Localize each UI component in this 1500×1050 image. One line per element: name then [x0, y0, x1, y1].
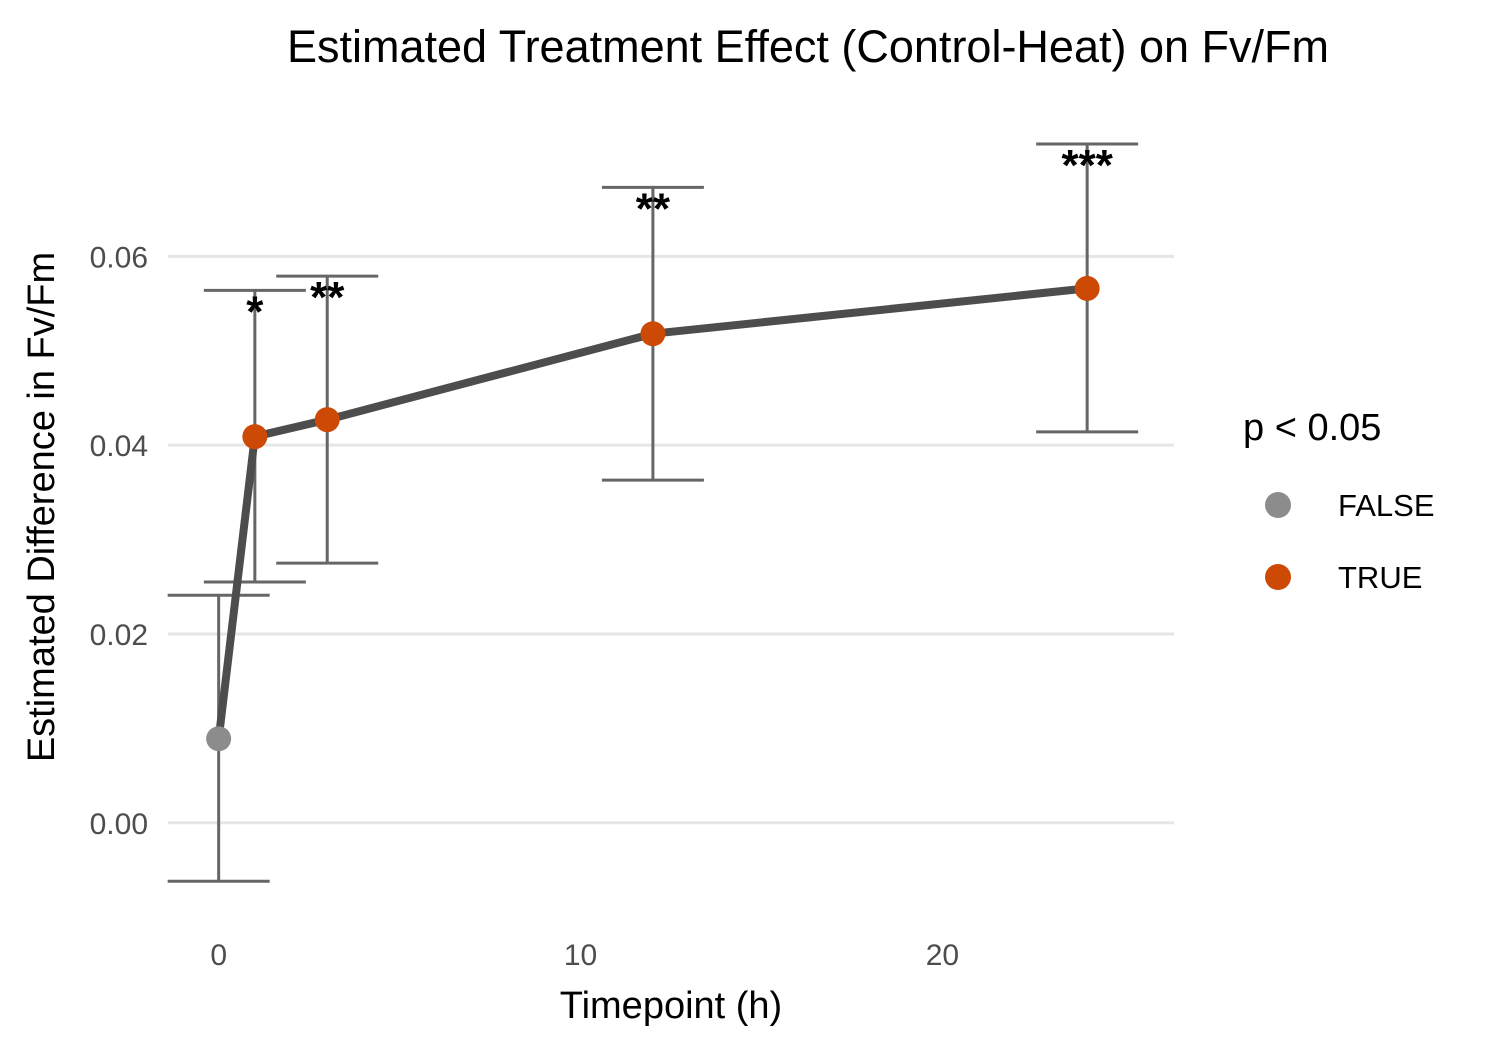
legend-title: p < 0.05 — [1243, 407, 1381, 449]
grid-layer — [168, 254, 1174, 825]
data-point — [242, 424, 268, 450]
x-tick-label: 20 — [926, 939, 959, 972]
y-axis-title: Estimated Difference in Fv/Fm — [21, 252, 63, 762]
significance-label: *** — [1061, 141, 1113, 190]
legend-label: FALSE — [1338, 488, 1435, 523]
legend-key — [1265, 564, 1291, 590]
data-point — [640, 321, 666, 347]
legend-label: TRUE — [1338, 560, 1422, 595]
chart-title: Estimated Treatment Effect (Control-Heat… — [287, 21, 1329, 72]
data-point — [1074, 275, 1100, 301]
errorbar-layer — [167, 142, 1139, 883]
y-tick-label: 0.00 — [90, 808, 148, 841]
x-axis-title: Timepoint (h) — [560, 985, 782, 1027]
y-tick-label: 0.06 — [90, 241, 148, 274]
legend-entry: TRUE — [1265, 560, 1422, 595]
y-tick-labels: 0.00 0.02 0.04 0.06 — [90, 241, 148, 840]
y-tick-label: 0.04 — [90, 430, 148, 463]
point-layer — [206, 275, 1100, 752]
legend-entry: FALSE — [1265, 488, 1435, 523]
y-tick-label: 0.02 — [90, 619, 148, 652]
significance-label: * — [246, 287, 264, 336]
data-point — [206, 726, 232, 752]
x-tick-label: 10 — [564, 939, 597, 972]
x-tick-labels: 0 10 20 — [210, 939, 959, 972]
x-tick-label: 0 — [210, 939, 227, 972]
legend: p < 0.05 FALSE TRUE — [1243, 407, 1435, 595]
significance-labels: * ******* — [246, 141, 1113, 336]
significance-label: ** — [636, 184, 671, 233]
legend-key — [1265, 492, 1291, 518]
data-point — [314, 407, 340, 433]
legend-entries: FALSE TRUE — [1265, 488, 1435, 595]
significance-label: ** — [310, 273, 345, 322]
